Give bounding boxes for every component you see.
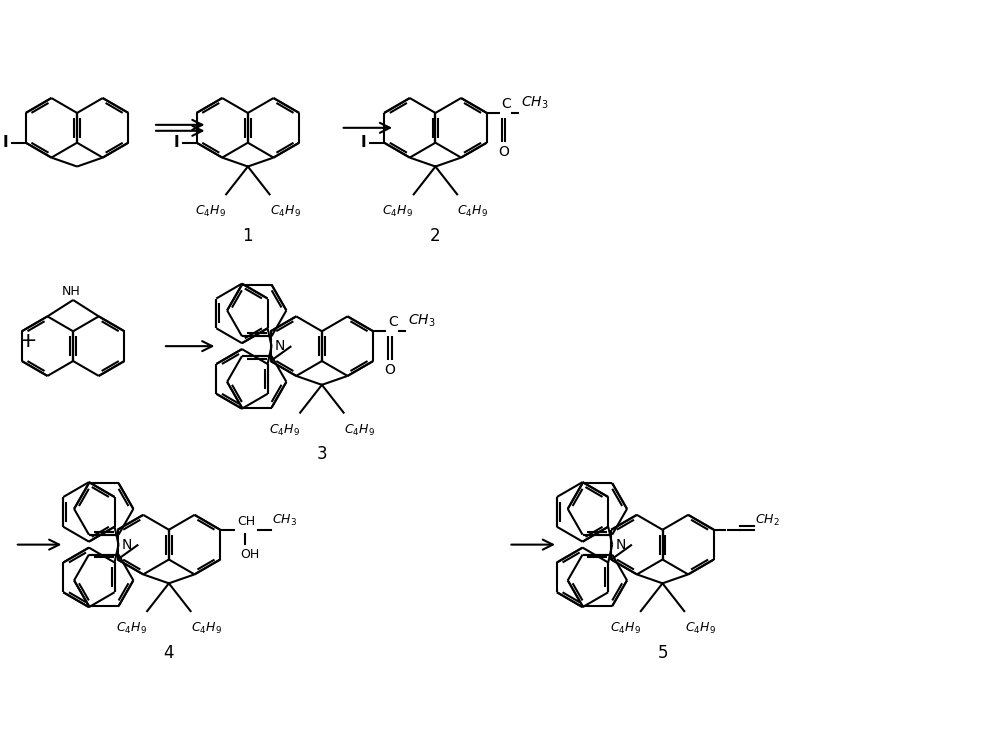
Text: $CH_3$: $CH_3$ (521, 94, 549, 111)
Text: $CH_2$: $CH_2$ (755, 512, 780, 528)
Text: $C_4H_9$: $C_4H_9$ (269, 423, 300, 438)
Text: O: O (498, 145, 509, 159)
Text: +: + (18, 331, 37, 351)
Text: $C_4H_9$: $C_4H_9$ (270, 204, 301, 219)
Text: N: N (615, 537, 626, 552)
Text: $C_4H_9$: $C_4H_9$ (191, 621, 222, 636)
Text: 3: 3 (317, 445, 327, 463)
Text: O: O (385, 363, 395, 377)
Text: $C_4H_9$: $C_4H_9$ (195, 204, 226, 219)
Text: 5: 5 (657, 644, 668, 662)
Text: 2: 2 (430, 227, 441, 245)
Text: $C_4H_9$: $C_4H_9$ (610, 621, 640, 636)
Text: I: I (361, 135, 366, 150)
Text: I: I (173, 135, 179, 150)
Text: 4: 4 (164, 644, 174, 662)
Text: $C_4H_9$: $C_4H_9$ (685, 621, 715, 636)
Text: $CH_3$: $CH_3$ (272, 512, 298, 528)
Text: C: C (502, 97, 511, 111)
Text: I: I (2, 135, 8, 150)
Text: N: N (275, 339, 285, 353)
Text: $C_4H_9$: $C_4H_9$ (344, 423, 375, 438)
Text: N: N (122, 537, 132, 552)
Text: 1: 1 (243, 227, 253, 245)
Text: $C_4H_9$: $C_4H_9$ (116, 621, 147, 636)
Text: C: C (388, 315, 398, 329)
Text: $C_4H_9$: $C_4H_9$ (457, 204, 488, 219)
Text: CH: CH (237, 515, 255, 528)
Text: $C_4H_9$: $C_4H_9$ (382, 204, 413, 219)
Text: NH: NH (62, 285, 81, 298)
Text: $CH_3$: $CH_3$ (408, 313, 435, 329)
Text: OH: OH (240, 548, 259, 561)
